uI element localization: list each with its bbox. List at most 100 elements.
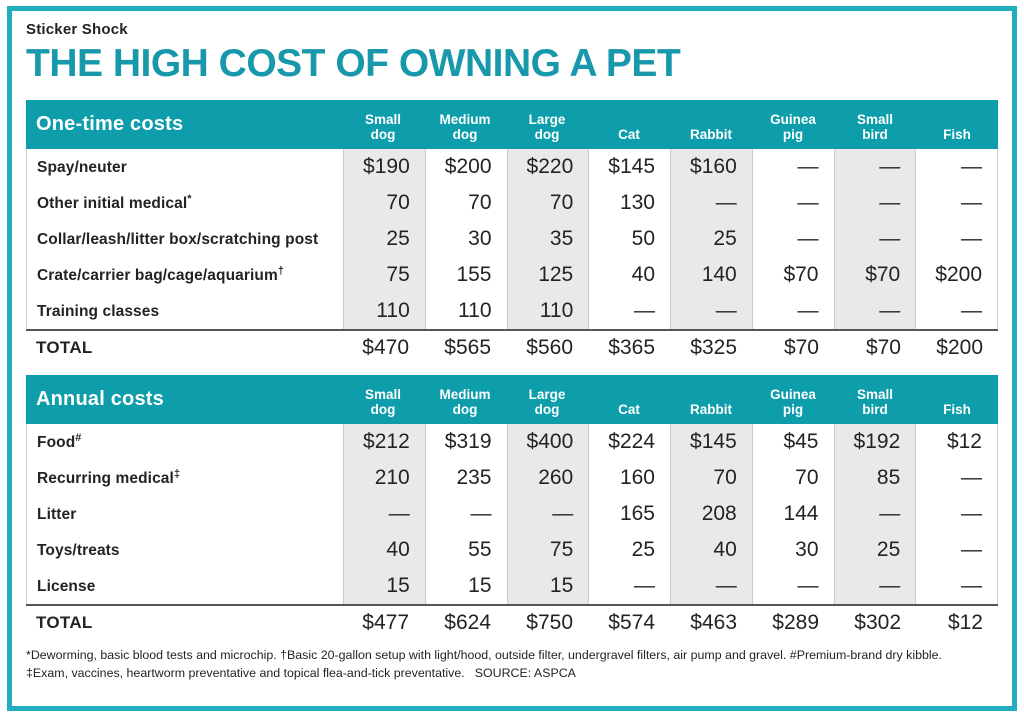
total-cell: $325 bbox=[690, 335, 737, 359]
table-cell: $319 bbox=[424, 424, 507, 461]
table-cell: 55 bbox=[424, 532, 507, 569]
table-cell: 15 bbox=[506, 568, 589, 605]
table-row: Toys/treats 40 55 75 25 40 30 25 — bbox=[27, 532, 997, 569]
table-cell: $400 bbox=[506, 424, 589, 461]
table-cell: 85 bbox=[833, 460, 916, 497]
table-cell: 70 bbox=[343, 185, 425, 222]
table-cell: $220 bbox=[506, 149, 589, 186]
row-label: Litter bbox=[37, 506, 77, 524]
one-time-costs-table: One-time costs Small dog Medium dog Larg… bbox=[26, 100, 998, 364]
total-cell: $200 bbox=[936, 335, 983, 359]
table-cell: $212 bbox=[343, 424, 425, 461]
table-cell: — bbox=[915, 496, 997, 533]
row-label: Toys/treats bbox=[37, 542, 120, 560]
column-header-rabbit: Rabbit bbox=[690, 401, 732, 417]
row-label: Other initial medical* bbox=[37, 193, 192, 213]
table-row: License 15 15 15 — — — — — bbox=[27, 568, 997, 605]
table-cell: — bbox=[751, 293, 834, 330]
page-title: THE HIGH COST OF OWNING A PET bbox=[26, 42, 681, 85]
total-label: TOTAL bbox=[36, 612, 93, 632]
table-cell: $160 bbox=[670, 149, 752, 186]
row-label: Crate/carrier bag/cage/aquarium† bbox=[37, 265, 285, 285]
table-row: Recurring medical‡ 210 235 260 160 70 70… bbox=[27, 460, 997, 497]
table-cell: — bbox=[424, 496, 507, 533]
table-cell: — bbox=[915, 532, 997, 569]
table-cell: 50 bbox=[588, 221, 670, 258]
total-cell: $565 bbox=[444, 335, 491, 359]
table-cell: $200 bbox=[915, 257, 997, 294]
table-cell: 140 bbox=[670, 257, 752, 294]
annual-costs-body: Food# $212 $319 $400 $224 $145 $45 $192 … bbox=[26, 424, 998, 605]
total-cell: $574 bbox=[608, 610, 655, 634]
total-cell: $477 bbox=[362, 610, 409, 634]
table-cell: 130 bbox=[588, 185, 670, 222]
row-label: Training classes bbox=[37, 303, 160, 321]
total-cell: $560 bbox=[526, 335, 573, 359]
table-cell: — bbox=[833, 496, 916, 533]
table-cell: 144 bbox=[751, 496, 834, 533]
total-cell: $302 bbox=[854, 610, 901, 634]
total-cell: $70 bbox=[783, 335, 819, 359]
table-cell: — bbox=[588, 293, 670, 330]
table-cell: 110 bbox=[424, 293, 507, 330]
table-cell: $12 bbox=[915, 424, 997, 461]
table-row: Other initial medical* 70 70 70 130 — — … bbox=[27, 185, 997, 222]
table-cell: — bbox=[751, 568, 834, 605]
total-cell: $624 bbox=[444, 610, 491, 634]
table-cell: — bbox=[915, 460, 997, 497]
infographic-frame: Sticker Shock THE HIGH COST OF OWNING A … bbox=[7, 6, 1017, 711]
table-cell: $145 bbox=[670, 424, 752, 461]
row-label: Collar/leash/litter box/scratching post bbox=[37, 231, 319, 249]
table-cell: — bbox=[915, 149, 997, 186]
column-header-small-bird: Small bird bbox=[856, 386, 894, 417]
table-cell: 260 bbox=[506, 460, 589, 497]
annual-costs-header: Annual costs Small dog Medium dog Large … bbox=[26, 375, 998, 425]
table-cell: 25 bbox=[343, 221, 425, 258]
source-credit: SOURCE: ASPCA bbox=[474, 666, 576, 681]
table-cell: 70 bbox=[751, 460, 834, 497]
table-cell: $70 bbox=[833, 257, 916, 294]
footnote: *Deworming, basic blood tests and microc… bbox=[26, 647, 986, 683]
table-cell: 110 bbox=[506, 293, 589, 330]
table-title: One-time costs bbox=[36, 113, 184, 136]
table-cell: $190 bbox=[343, 149, 425, 186]
table-cell: 235 bbox=[424, 460, 507, 497]
total-cell: $470 bbox=[362, 335, 409, 359]
table-row: Training classes 110 110 110 — — — — — bbox=[27, 293, 997, 330]
table-cell: — bbox=[343, 496, 425, 533]
total-cell: $70 bbox=[865, 335, 901, 359]
table-cell: — bbox=[915, 293, 997, 330]
column-header-medium-dog: Medium dog bbox=[439, 386, 491, 417]
total-row: TOTAL $477 $624 $750 $574 $463 $289 $302… bbox=[26, 604, 998, 639]
table-cell: — bbox=[751, 185, 834, 222]
table-cell: $192 bbox=[833, 424, 916, 461]
total-cell: $750 bbox=[526, 610, 573, 634]
table-cell: — bbox=[833, 149, 916, 186]
column-header-guinea-pig: Guinea pig bbox=[770, 111, 816, 142]
table-row: Crate/carrier bag/cage/aquarium† 75 155 … bbox=[27, 257, 997, 294]
row-label: Recurring medical‡ bbox=[37, 468, 181, 488]
table-cell: 75 bbox=[506, 532, 589, 569]
table-cell: — bbox=[833, 568, 916, 605]
table-cell: 110 bbox=[343, 293, 425, 330]
column-header-large-dog: Large dog bbox=[528, 386, 566, 417]
table-cell: $70 bbox=[751, 257, 834, 294]
table-cell: 15 bbox=[424, 568, 507, 605]
column-header-cat: Cat bbox=[618, 401, 640, 417]
table-cell: $200 bbox=[424, 149, 507, 186]
footnote-notes: *Deworming, basic blood tests and microc… bbox=[26, 648, 942, 681]
table-cell: — bbox=[833, 221, 916, 258]
table-cell: 70 bbox=[424, 185, 507, 222]
table-cell: — bbox=[751, 149, 834, 186]
row-label: Spay/neuter bbox=[37, 159, 127, 177]
table-cell: 25 bbox=[670, 221, 752, 258]
table-cell: — bbox=[506, 496, 589, 533]
column-header-small-dog: Small dog bbox=[364, 386, 402, 417]
table-cell: 70 bbox=[506, 185, 589, 222]
total-cell: $365 bbox=[608, 335, 655, 359]
table-cell: 208 bbox=[670, 496, 752, 533]
table-cell: — bbox=[833, 293, 916, 330]
table-cell: 70 bbox=[670, 460, 752, 497]
row-label: Food# bbox=[37, 432, 82, 452]
table-row: Food# $212 $319 $400 $224 $145 $45 $192 … bbox=[27, 424, 997, 461]
